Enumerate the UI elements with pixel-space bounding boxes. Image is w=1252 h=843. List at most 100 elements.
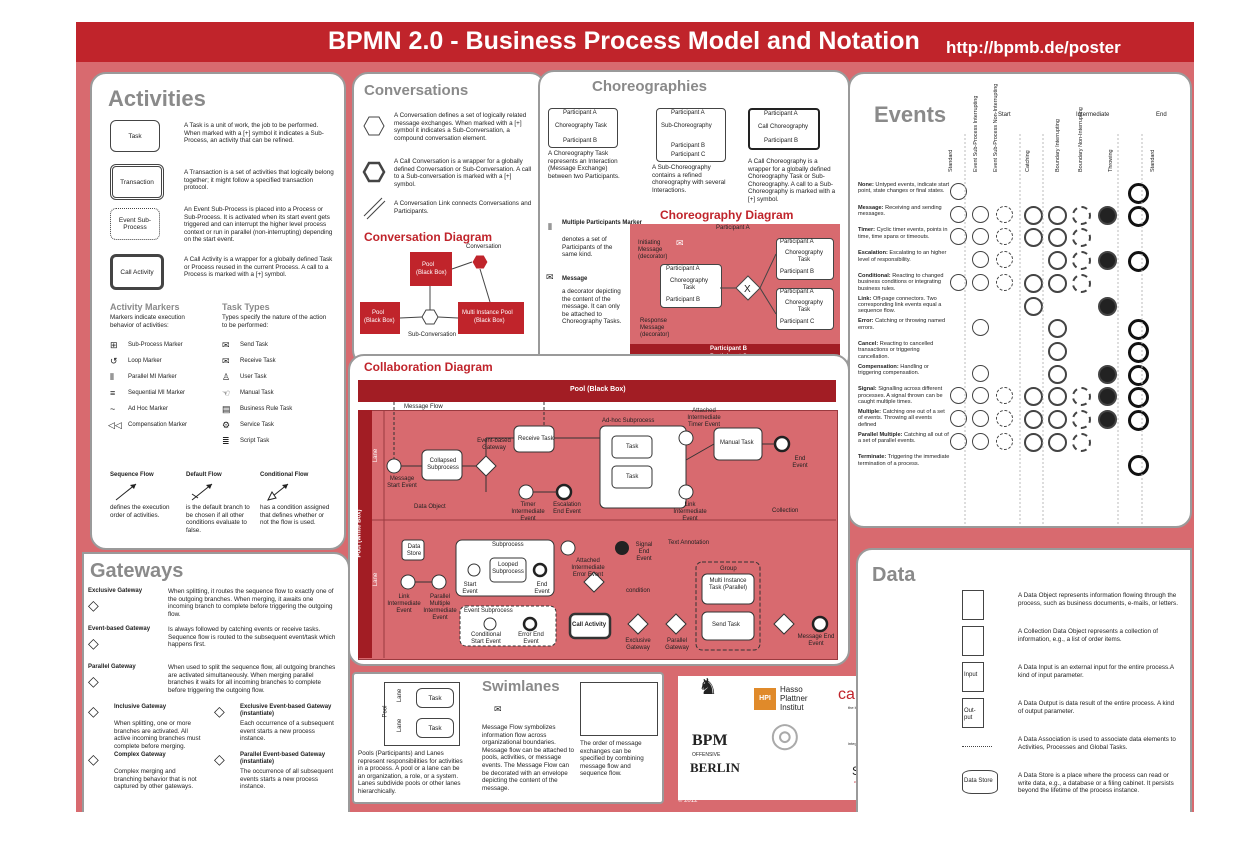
- user-icon: ♙: [222, 372, 231, 382]
- send-icon: ✉: [222, 340, 230, 350]
- poster-url[interactable]: http://bpmb.de/poster: [946, 38, 1121, 57]
- participant-b-band: Participant B: [671, 143, 706, 149]
- event-row-name: Message:: [858, 204, 884, 211]
- gateway-icon: ◇: [214, 703, 225, 719]
- sub-choreo-text: A Sub-Choreography contains a refined ch…: [652, 164, 726, 194]
- event-row-text: Handling or triggering compensation.: [858, 363, 929, 376]
- choreo-pa2: Participant A: [666, 266, 700, 272]
- conversation-diagram-title: Conversation Diagram: [364, 230, 493, 244]
- lbl-cond-start: Conditional Start Event: [470, 632, 502, 645]
- manual-icon: ☜: [222, 388, 231, 398]
- copyright: © 2012: [678, 798, 698, 804]
- data-shape-label: Input: [964, 672, 978, 678]
- event-row-text: Catching or throwing named errors.: [858, 318, 946, 331]
- hpi-logo: HPI: [754, 688, 776, 710]
- pool-white-band: [358, 410, 372, 658]
- event-symbol-icon: [1048, 432, 1067, 452]
- initiating-label: Initiating Message (decorator): [638, 240, 668, 260]
- markers-text: Markers indicate execution behavior of a…: [110, 314, 185, 329]
- event-symbol-icon: [950, 228, 967, 246]
- marker-label: Sub-Process Marker: [128, 342, 183, 348]
- event-symbol-icon: [1048, 228, 1067, 248]
- event-symbol-icon: [1128, 183, 1149, 204]
- sequence-flow-text: defines the execution order of activitie…: [110, 504, 170, 519]
- event-symbol-icon: [1048, 387, 1067, 407]
- lane-label-a: Lane: [397, 688, 404, 703]
- gateway-text: The occurrence of all subsequent events …: [240, 768, 334, 791]
- mi-poolb-label: (Black Box): [474, 318, 505, 324]
- lbl-msg-start: Message Start Event: [387, 476, 417, 489]
- event-symbol-icon: [950, 183, 967, 200]
- event-symbol-icon: [1048, 341, 1067, 361]
- hpi-text-2: Plattner: [780, 694, 808, 703]
- call-choreo-label: Call Choreography: [758, 124, 809, 130]
- lbl-event-gw: Event-based Gateway: [477, 438, 511, 451]
- marker-label: Parallel MI Marker: [128, 374, 177, 380]
- event-symbol-icon: [1024, 228, 1043, 248]
- msg-title: Message: [562, 276, 588, 282]
- tasktype-label: Manual Task: [240, 390, 274, 396]
- event-row-text: Receiving and sending messages.: [858, 204, 942, 218]
- event-symbol-icon: [1048, 364, 1067, 384]
- gateway-icon: ◇: [88, 597, 99, 613]
- lbl-attached-timer: Attached Intermediate Timer Event: [687, 408, 721, 428]
- event-symbol-icon: [1128, 205, 1149, 227]
- event-symbol-icon: [972, 205, 989, 223]
- event-row-label: Terminate: Triggering the immediate term…: [858, 454, 950, 467]
- call-activity-text: A Call Activity is a wrapper for a globa…: [184, 256, 333, 279]
- marker-label: Loop Marker: [128, 358, 162, 364]
- event-symbol-icon: [1072, 251, 1091, 271]
- tasktype-label: Receive Task: [240, 358, 276, 364]
- activities-title: Activities: [108, 86, 206, 111]
- lane-task-b: Task: [416, 718, 454, 738]
- data-shape-label: Data Store: [964, 778, 993, 784]
- group-start: Start: [998, 112, 1011, 118]
- swimlanes-panel: Swimlanes Pool Lane Lane Task Task Pools…: [352, 672, 664, 804]
- lbl-group: Group: [720, 566, 737, 572]
- conversations-title: Conversations: [364, 82, 469, 99]
- lbl-signal-end: Signal End Event: [635, 542, 653, 562]
- lbl-collapsed: Collapsed Subprocess: [427, 458, 459, 471]
- data-title: Data: [872, 564, 916, 586]
- bpm-logo-3: BERLIN: [690, 760, 740, 775]
- event-symbol-icon: [1024, 410, 1043, 429]
- lbl-link-int: Link Intermediate Event: [673, 502, 707, 522]
- participant-a-band: Participant A: [764, 111, 798, 117]
- event-row-name: Conditional:: [858, 272, 891, 279]
- tasktype-label: User Task: [240, 374, 267, 380]
- event-symbol-icon: [1072, 432, 1091, 452]
- event-row-name: Escalation:: [858, 250, 888, 257]
- receive-icon: ✉: [222, 356, 230, 366]
- choreographies-panel: Choreographies Participant A Choreograph…: [538, 70, 850, 372]
- marker-label: Ad Hoc Marker: [128, 406, 169, 412]
- lbl-message-flow: Message Flow: [404, 404, 443, 410]
- data-text: A Data Input is an external input for th…: [1018, 664, 1174, 679]
- conversation-diagram-links: [399, 254, 491, 325]
- hpi-text-1: Hasso: [780, 685, 803, 694]
- event-subprocess-text: An Event Sub-Process is placed into a Pr…: [184, 206, 333, 244]
- event-symbol-icon: [996, 273, 1013, 291]
- conversations-panel: Conversations A Conversation defines a s…: [352, 72, 546, 366]
- compensation-icon: ◁◁: [108, 420, 122, 430]
- event-symbol-icon: [950, 205, 967, 223]
- choreo-pc: Participant C: [780, 319, 815, 325]
- event-grid: [964, 134, 1143, 524]
- lbl-collection: Collection: [772, 508, 799, 514]
- gateway-name: Parallel Event-based Gateway (instantiat…: [240, 752, 326, 765]
- lbl-msg-end: Message End Event: [797, 634, 835, 647]
- collaboration-panel: Collaboration Diagram Pool (Black Box) P…: [348, 354, 850, 666]
- tasktype-label: Send Task: [240, 342, 268, 348]
- lbl-adhoc: Ad-hoc Subprocess: [602, 418, 655, 424]
- gateway-text: When splitting, one or more branches are…: [114, 720, 201, 750]
- swimlanes-text2: Message Flow symbolizes information flow…: [482, 724, 575, 792]
- mp-text: denotes a set of Participants of the sam…: [562, 236, 613, 259]
- event-symbol-icon: [996, 410, 1013, 427]
- conversation-text: A Conversation defines a set of logicall…: [394, 112, 527, 142]
- event-row-label: Timer: Cyclic timer events, points in ti…: [858, 227, 950, 240]
- event-symbol-icon: [950, 273, 967, 291]
- choreography-diagram-title: Choreography Diagram: [660, 208, 794, 222]
- pool-black-box-1: [410, 252, 452, 286]
- event-row-name: Timer:: [858, 227, 875, 234]
- lbl-attached-error: Attached Intermediate Error Event: [571, 558, 605, 578]
- response-label: Response Message (decorator): [640, 318, 670, 338]
